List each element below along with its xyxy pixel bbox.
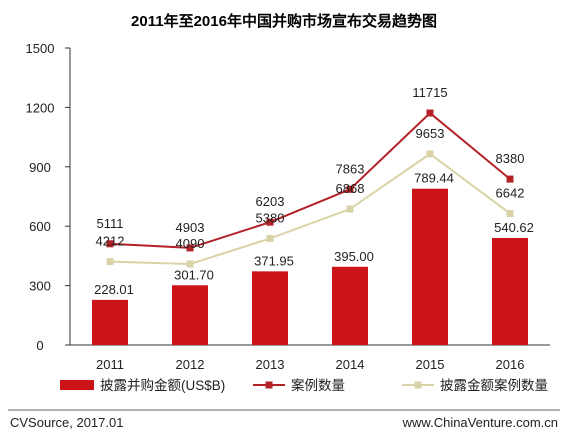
line-value-label: 4212 — [96, 234, 125, 249]
x-tick-label: 2016 — [496, 357, 525, 372]
legend-swatch-marker — [265, 381, 273, 389]
legend: 披露并购金额(US$B) 案例数量 披露金额案例数量 — [60, 377, 548, 393]
footer-source: CVSource, 2017.01 — [10, 415, 123, 430]
y-tick-label: 1200 — [26, 100, 55, 115]
line-value-label: 6642 — [496, 185, 525, 200]
y-tick-label: 600 — [29, 219, 51, 234]
bar — [92, 299, 128, 345]
x-tick-label: 2011 — [96, 357, 124, 372]
bar — [492, 237, 528, 345]
line-point — [506, 175, 514, 183]
bar-value-label: 789.44 — [414, 171, 454, 186]
x-axis: 2011 2012 2013 2014 2015 2016 — [70, 344, 550, 372]
line-point — [186, 260, 194, 268]
line-value-label: 7863 — [336, 161, 365, 176]
line-point — [106, 258, 114, 266]
bar — [172, 285, 208, 345]
bar — [332, 266, 368, 345]
y-tick-label: 900 — [29, 160, 51, 175]
chart-title: 2011年至2016年中国并购市场宣布交易趋势图 — [131, 12, 437, 30]
line-value-label: 4090 — [176, 236, 205, 251]
y-tick-label: 0 — [36, 338, 43, 353]
line-point — [186, 244, 194, 252]
legend-label: 披露并购金额(US$B) — [100, 378, 225, 393]
line-series-group — [106, 109, 514, 268]
line-point — [426, 150, 434, 158]
line-point — [266, 218, 274, 226]
bar-value-label: 301.70 — [174, 267, 214, 282]
bar-series — [92, 188, 528, 345]
bar-value-label: 371.95 — [254, 253, 294, 268]
bar — [252, 271, 288, 345]
line-value-label: 6868 — [336, 181, 365, 196]
x-tick-label: 2013 — [256, 357, 285, 372]
line-value-label: 5111 — [97, 216, 124, 231]
legend-item: 案例数量 — [253, 377, 345, 393]
legend-swatch-marker — [414, 381, 422, 389]
line-value-label: 6203 — [256, 194, 285, 209]
series-line — [109, 111, 511, 249]
legend-label: 披露金额案例数量 — [440, 377, 548, 393]
bar-value-label: 540.62 — [494, 220, 534, 235]
line-value-label: 5380 — [256, 210, 285, 225]
line-point — [506, 209, 514, 217]
bar-value-label: 228.01 — [94, 282, 134, 297]
x-tick-label: 2012 — [176, 357, 205, 372]
line-point — [346, 205, 354, 213]
y-axis: 0 300 600 900 1200 1500 — [26, 41, 71, 353]
legend-swatch-bar — [60, 380, 94, 390]
x-tick-label: 2015 — [416, 357, 445, 372]
bar — [412, 188, 448, 345]
footer-website: www.ChinaVenture.com.cn — [402, 415, 558, 430]
line-value-label: 8380 — [496, 151, 525, 166]
y-tick-label: 300 — [29, 279, 51, 294]
line-point — [266, 234, 274, 242]
line-series — [106, 109, 514, 252]
line-point — [346, 185, 354, 193]
line-value-label: 11715 — [412, 85, 447, 100]
line-point — [106, 240, 114, 248]
line-point — [426, 109, 434, 117]
legend-item: 披露并购金额(US$B) — [60, 378, 225, 393]
line-series — [106, 150, 514, 268]
series-line — [109, 152, 511, 266]
legend-label: 案例数量 — [291, 377, 345, 393]
x-tick-label: 2014 — [336, 357, 365, 372]
legend-item: 披露金额案例数量 — [402, 377, 548, 393]
data-labels: 228.01 301.70 371.95 395.00 789.44 540.62 5111… — [94, 85, 534, 297]
y-tick-label: 1500 — [26, 41, 55, 56]
line-value-label: 9653 — [416, 126, 445, 141]
bar-value-label: 395.00 — [334, 249, 374, 264]
line-value-label: 4903 — [176, 220, 205, 235]
